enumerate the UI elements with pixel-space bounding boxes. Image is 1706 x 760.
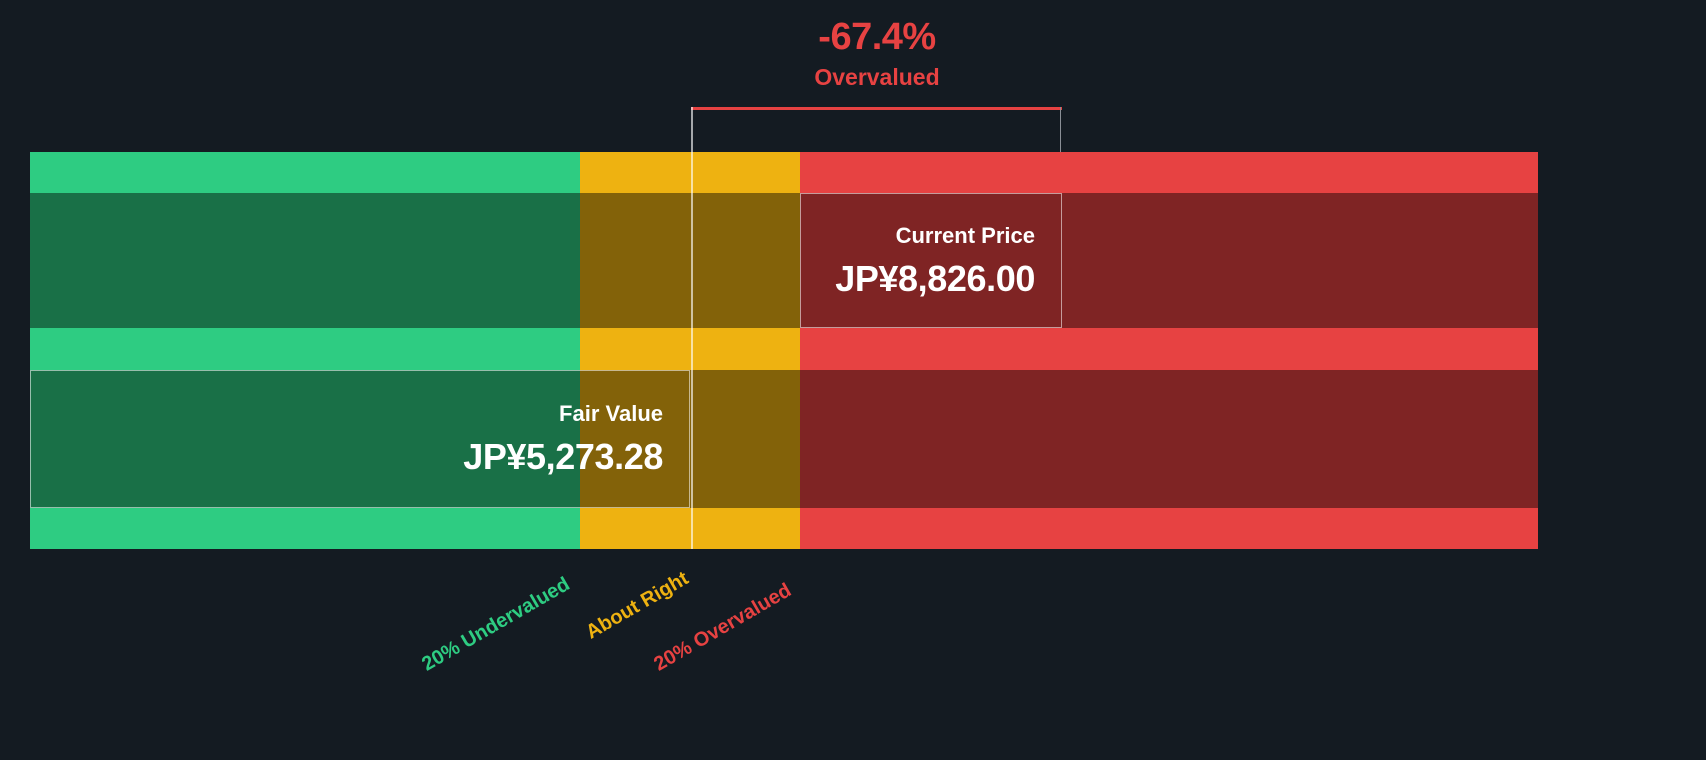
callout-bracket-right (1060, 107, 1061, 192)
fair-value-label: Fair Value (559, 401, 663, 426)
fair-value-value: JP¥5,273.28 (463, 436, 663, 477)
valuation-percent: -67.4% (818, 16, 936, 58)
plot-area: Current Price JP¥8,826.00 Fair Value JP¥… (30, 152, 1538, 549)
zone-about-right (580, 152, 800, 549)
callout-bracket-top (691, 107, 1062, 110)
current-price-box[interactable]: Current Price JP¥8,826.00 (800, 193, 1062, 328)
valuation-callout: -67.4% Overvalued (691, 18, 1063, 89)
zone-overvalued (800, 152, 1538, 549)
row-shade-fair-value (30, 370, 1538, 508)
axis-label-undervalued: 20% Undervalued (418, 573, 574, 676)
current-price-marker-line (691, 107, 693, 549)
valuation-verdict: Overvalued (814, 64, 940, 90)
zone-undervalued (30, 152, 580, 549)
row-shade-current-price (30, 193, 1538, 328)
current-price-value: JP¥8,826.00 (835, 257, 1035, 299)
current-price-label: Current Price (895, 222, 1035, 248)
axis-label-about-right: About Right (582, 567, 693, 644)
fair-value-box[interactable]: Fair Value JP¥5,273.28 (30, 370, 690, 508)
